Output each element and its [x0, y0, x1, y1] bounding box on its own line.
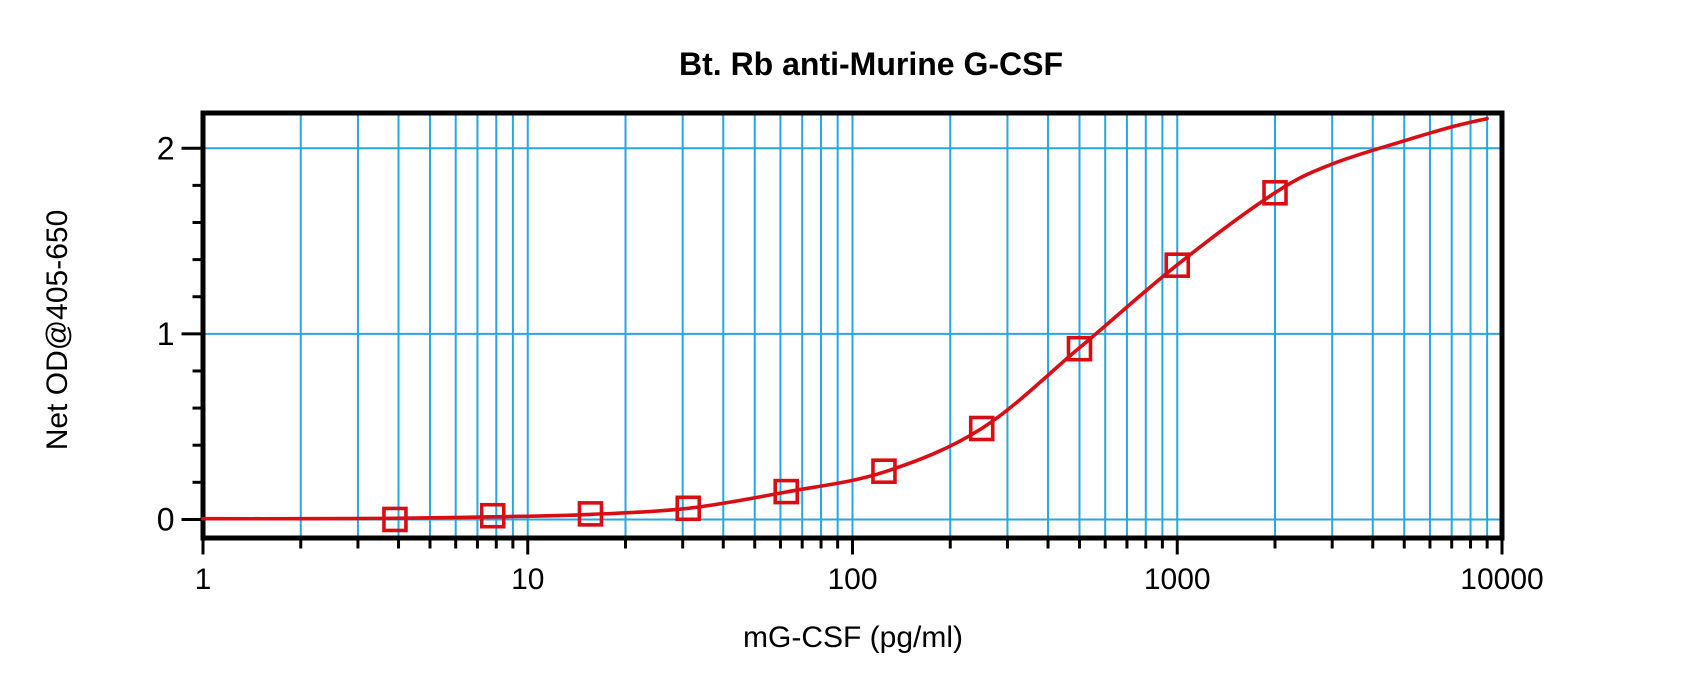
- data-point-marker-250: [968, 415, 995, 442]
- data-point-marker-125: [871, 458, 897, 484]
- data-point-marker-2000: [1262, 180, 1288, 206]
- y-tick-label-0: 0: [157, 501, 175, 537]
- data-point-marker-500: [1066, 335, 1093, 362]
- x-tick-label-10000: 10000: [1460, 563, 1543, 596]
- x-tick-label-1: 1: [195, 563, 212, 596]
- data-point-marker-62.5: [773, 478, 800, 505]
- x-tick-label-1000: 1000: [1144, 563, 1211, 596]
- x-axis-title: mG-CSF (pg/ml): [743, 621, 963, 654]
- plot-frame: [200, 110, 1505, 541]
- data-point-marker-7.8: [479, 502, 506, 529]
- x-tick-label-100: 100: [827, 563, 877, 596]
- standard-curve-line: [201, 116, 1489, 521]
- y-axis-title: Net OD@405-650: [41, 209, 74, 451]
- y-tick-label-2: 2: [157, 130, 175, 166]
- chart-title: Bt. Rb anti-Murine G-CSF: [679, 46, 1063, 82]
- data-point-marker-1000: [1164, 252, 1191, 278]
- y-tick-label-1: 1: [157, 316, 175, 352]
- data-point-marker-15.6: [577, 501, 604, 527]
- x-tick-label-10: 10: [511, 563, 544, 596]
- data-point-marker-3.9: [382, 506, 408, 533]
- data-point-marker-31.2: [675, 495, 702, 522]
